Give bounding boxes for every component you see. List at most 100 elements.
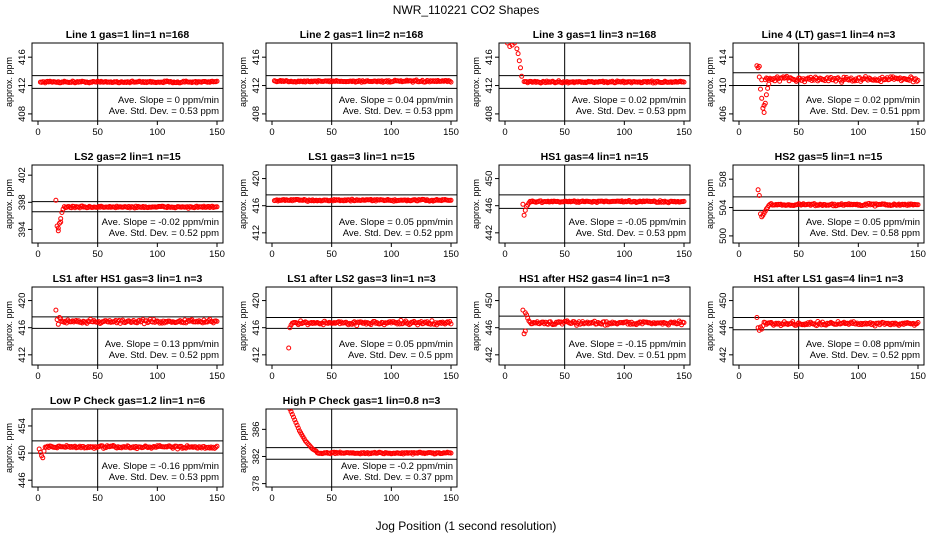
slope-annotation: Ave. Slope = 0.05 ppm/min bbox=[806, 217, 920, 228]
data-point bbox=[790, 319, 796, 325]
y-axis-label: approx. ppm bbox=[471, 57, 481, 107]
chart-panel: HS2 gas=5 lin=1 n=15 0 50 100 150 500 504 508ap… bbox=[705, 151, 926, 260]
chart-panel: HS1 after HS2 gas=4 lin=1 n=3 0 50 100 150 44… bbox=[471, 273, 692, 382]
plot-frame bbox=[31, 42, 224, 122]
plot-frame bbox=[31, 408, 224, 488]
y-tick-label: 416 bbox=[17, 320, 28, 336]
data-point bbox=[61, 319, 67, 325]
slope-annotation: Ave. Slope = -0.05 ppm/min bbox=[569, 217, 686, 228]
slope-annotation: Ave. Slope = -0.16 ppm/min bbox=[102, 461, 219, 472]
x-tick-label: 0 bbox=[269, 493, 274, 504]
y-tick-label: 416 bbox=[484, 49, 495, 65]
data-point bbox=[793, 78, 799, 84]
x-tick-label: 100 bbox=[616, 371, 632, 382]
data-point bbox=[40, 455, 46, 461]
x-tick-label: 50 bbox=[326, 493, 337, 504]
data-point bbox=[681, 320, 687, 326]
y-axis-label: approx. ppm bbox=[4, 301, 14, 351]
y-tick-label: 450 bbox=[718, 293, 729, 309]
x-tick-label: 150 bbox=[443, 371, 459, 382]
y-tick-label: 386 bbox=[251, 421, 262, 437]
data-point bbox=[765, 85, 771, 91]
y-tick-label: 414 bbox=[718, 49, 729, 65]
y-tick-label: 420 bbox=[251, 171, 262, 187]
x-tick-label: 150 bbox=[443, 493, 459, 504]
y-tick-label: 416 bbox=[251, 320, 262, 336]
x-tick-label: 100 bbox=[149, 249, 165, 260]
panel-title: HS1 after HS2 gas=4 lin=1 n=3 bbox=[519, 273, 670, 285]
y-tick-label: 508 bbox=[718, 171, 729, 187]
data-point bbox=[448, 450, 454, 456]
panel-title: LS1 after HS1 gas=3 lin=1 n=3 bbox=[53, 273, 203, 285]
y-tick-label: 446 bbox=[718, 320, 729, 336]
data-point bbox=[519, 73, 525, 79]
x-tick-label: 50 bbox=[92, 249, 103, 260]
x-tick-label: 0 bbox=[502, 371, 507, 382]
y-tick-label: 416 bbox=[251, 198, 262, 214]
data-points bbox=[271, 196, 454, 204]
y-tick-label: 442 bbox=[484, 347, 495, 363]
data-point bbox=[758, 86, 763, 92]
data-point bbox=[446, 320, 452, 326]
std-annotation: Ave. Std. Dev. = 0.53 ppm bbox=[576, 106, 686, 117]
data-point bbox=[763, 92, 769, 98]
y-axis-label: approx. ppm bbox=[4, 423, 14, 473]
x-tick-label: 50 bbox=[559, 249, 570, 260]
y-tick-label: 412 bbox=[484, 78, 495, 94]
std-annotation: Ave. Std. Dev. = 0.53 ppm bbox=[109, 106, 219, 117]
data-points bbox=[754, 315, 921, 333]
data-point bbox=[522, 207, 528, 213]
y-tick-label: 416 bbox=[251, 49, 262, 65]
chart-panel: LS1 after LS2 gas=3 lin=1 n=3 0 50 100 150 41… bbox=[238, 273, 459, 382]
data-points bbox=[504, 43, 687, 86]
data-point bbox=[58, 219, 64, 225]
chart-panel: HS1 after LS1 gas=4 lin=1 n=3 0 50 100 150 44… bbox=[705, 273, 926, 382]
x-tick-label: 50 bbox=[92, 493, 103, 504]
data-points bbox=[520, 307, 687, 337]
data-point bbox=[289, 411, 295, 417]
x-tick-label: 50 bbox=[793, 371, 804, 382]
data-points bbox=[754, 63, 921, 115]
std-annotation: Ave. Std. Dev. = 0.37 ppm bbox=[343, 472, 453, 483]
x-tick-label: 0 bbox=[35, 249, 40, 260]
y-tick-label: 504 bbox=[718, 200, 729, 216]
data-point bbox=[58, 316, 64, 322]
chart-panel: Line 3 gas=1 lin=3 n=168 0 50 100 150 408 412 4… bbox=[471, 29, 692, 138]
plot-frame bbox=[732, 164, 925, 244]
x-tick-label: 150 bbox=[209, 249, 225, 260]
panel-title: Line 2 gas=1 lin=2 n=168 bbox=[300, 29, 424, 41]
data-points bbox=[520, 198, 687, 218]
slope-annotation: Ave. Slope = 0.04 ppm/min bbox=[339, 95, 453, 106]
panel-title: LS1 gas=3 lin=1 n=15 bbox=[308, 151, 415, 163]
x-tick-label: 100 bbox=[149, 371, 165, 382]
data-point bbox=[504, 43, 510, 46]
chart-panel: LS2 gas=2 lin=1 n=15 0 50 100 150 394 398 402ap… bbox=[4, 151, 225, 260]
std-annotation: Ave. Std. Dev. = 0.5 ppm bbox=[348, 350, 453, 361]
x-tick-label: 0 bbox=[35, 371, 40, 382]
chart-panel: HS1 gas=4 lin=1 n=15 0 50 100 150 442 446 450ap… bbox=[471, 151, 692, 260]
panel-title: Line 1 gas=1 lin=1 n=168 bbox=[66, 29, 190, 41]
data-point bbox=[914, 321, 920, 327]
panel-title: LS1 after LS2 gas=3 lin=1 n=3 bbox=[287, 273, 436, 285]
slope-annotation: Ave. Slope = 0.05 ppm/min bbox=[339, 339, 453, 350]
x-tick-label: 100 bbox=[383, 249, 399, 260]
x-tick-label: 100 bbox=[850, 127, 866, 138]
data-point bbox=[512, 43, 517, 46]
std-annotation: Ave. Std. Dev. = 0.52 ppm bbox=[109, 228, 219, 239]
y-tick-label: 450 bbox=[484, 293, 495, 309]
x-tick-label: 0 bbox=[35, 493, 40, 504]
data-point bbox=[772, 78, 778, 84]
data-point bbox=[802, 79, 808, 85]
data-points bbox=[287, 409, 454, 457]
std-annotation: Ave. Std. Dev. = 0.51 ppm bbox=[576, 350, 686, 361]
x-tick-label: 150 bbox=[209, 371, 225, 382]
plot-frame bbox=[732, 286, 925, 366]
y-tick-label: 408 bbox=[17, 106, 28, 122]
data-point bbox=[57, 220, 62, 226]
x-tick-label: 50 bbox=[326, 371, 337, 382]
plot-frame bbox=[498, 42, 691, 122]
x-tick-label: 150 bbox=[209, 127, 225, 138]
slope-annotation: Ave. Slope = 0.08 ppm/min bbox=[806, 339, 920, 350]
data-points bbox=[36, 443, 220, 461]
y-axis-label: approx. ppm bbox=[471, 301, 481, 351]
